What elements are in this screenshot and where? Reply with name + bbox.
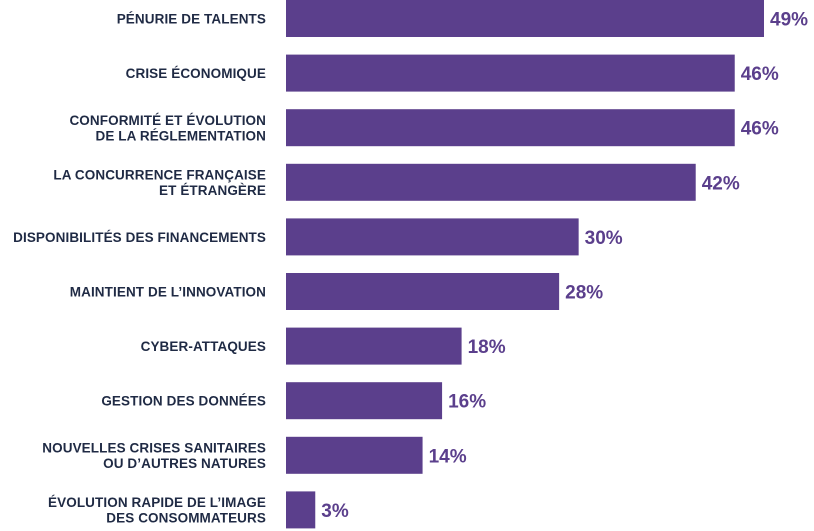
category-label-2: CONFORMITÉ ET ÉVOLUTION DE LA RÉGLEMENTAT… (69, 113, 266, 144)
bar-8 (286, 436, 423, 474)
value-label-0: 49% (770, 10, 808, 31)
category-label-line: CONFORMITÉ ET ÉVOLUTION (69, 113, 266, 128)
category-label-0: PÉNURIE DE TALENTS (117, 12, 266, 27)
category-label-8: NOUVELLES CRISES SANITAIRES OU D’AUTRES N… (42, 441, 266, 472)
bar-1 (286, 54, 735, 92)
category-label-line: PÉNURIE DE TALENTS (117, 12, 266, 27)
category-label-line: MAINTIENT DE L’INNOVATION (70, 285, 266, 300)
value-label-1: 46% (741, 64, 779, 85)
bar-4 (286, 218, 579, 256)
value-label-8: 14% (429, 446, 467, 467)
category-label-line: GESTION DES DONNÉES (101, 394, 266, 409)
category-label-line: DE LA RÉGLEMENTATION (96, 128, 267, 143)
category-label-3: LA CONCURRENCE FRANÇAISE ET ÉTRANGÈRE (53, 168, 266, 199)
category-label-line: DES CONSOMMATEURS (106, 511, 266, 526)
category-label-6: CYBER-ATTAQUES (141, 339, 266, 354)
bar-9 (286, 491, 316, 529)
category-label-line: OU D’AUTRES NATURES (103, 456, 266, 471)
value-label-5: 28% (565, 283, 603, 304)
category-label-line: DISPONIBILITÉS DES FINANCEMENTS (13, 230, 266, 245)
value-label-7: 16% (448, 392, 486, 413)
value-label-3: 42% (702, 173, 740, 194)
bar-2 (286, 109, 735, 147)
category-label-4: DISPONIBILITÉS DES FINANCEMENTS (13, 230, 266, 245)
bar-5 (286, 273, 560, 310)
bar-7 (286, 382, 443, 420)
value-label-4: 30% (585, 228, 623, 249)
category-label-1: CRISE ÉCONOMIQUE (126, 66, 266, 81)
category-label-line: CYBER-ATTAQUES (141, 339, 266, 354)
category-label-9: ÉVOLUTION RAPIDE DE L’IMAGE DES CONSOMMAT… (48, 495, 266, 526)
category-label-line: CRISE ÉCONOMIQUE (126, 66, 266, 81)
category-label-line: ET ÉTRANGÈRE (159, 183, 266, 198)
category-label-line: LA CONCURRENCE FRANÇAISE (53, 168, 266, 183)
category-label-7: GESTION DES DONNÉES (101, 394, 266, 409)
bar-6 (286, 327, 462, 365)
value-label-2: 46% (741, 119, 779, 140)
bar-0 (286, 0, 764, 37)
category-label-line: ÉVOLUTION RAPIDE DE L’IMAGE (48, 495, 266, 510)
bar-3 (286, 163, 696, 201)
value-label-6: 18% (468, 337, 506, 358)
category-label-5: MAINTIENT DE L’INNOVATION (70, 285, 266, 300)
category-label-line: NOUVELLES CRISES SANITAIRES (42, 441, 266, 456)
value-label-9: 3% (321, 501, 349, 522)
